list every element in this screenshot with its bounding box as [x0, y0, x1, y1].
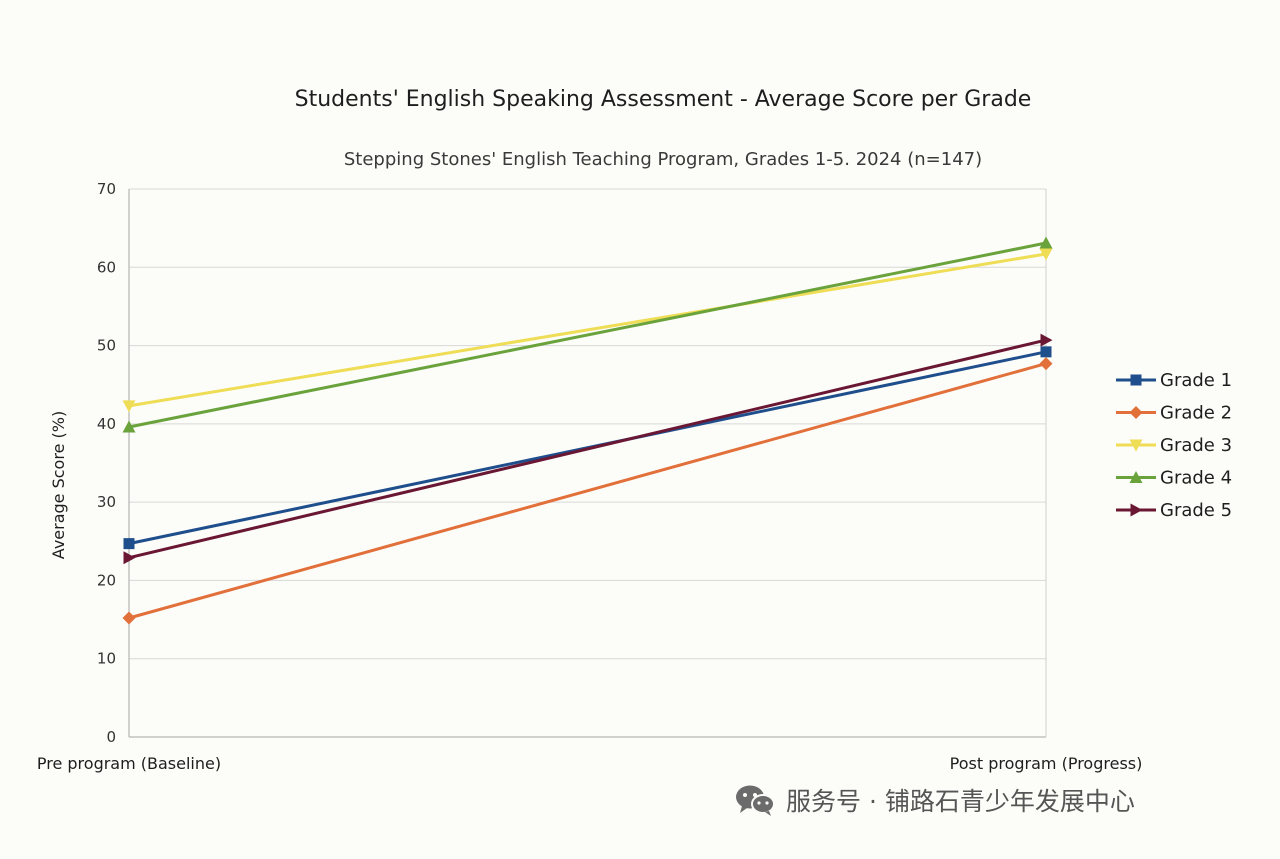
data-point	[123, 551, 136, 565]
legend-label: Grade 4	[1160, 468, 1232, 489]
data-point	[1040, 346, 1052, 358]
data-point	[1039, 236, 1053, 249]
data-point	[1039, 357, 1053, 371]
series-2	[122, 357, 1053, 625]
series-line	[128, 252, 1047, 408]
y-tick-label: 60	[97, 258, 116, 276]
data-point	[123, 538, 135, 550]
series-5	[123, 333, 1053, 565]
legend-item: Grade 4	[1116, 468, 1232, 489]
legend-marker	[1129, 471, 1143, 483]
data-point	[122, 420, 136, 433]
y-tick-label: 30	[97, 493, 116, 511]
legend-label: Grade 5	[1160, 500, 1232, 521]
data-point	[122, 611, 136, 625]
wechat-icon	[736, 785, 775, 816]
legend-label: Grade 2	[1160, 403, 1232, 424]
y-tick-label: 0	[106, 728, 116, 746]
legend-item: Grade 2	[1116, 403, 1232, 424]
y-tick-label: 50	[97, 337, 116, 355]
watermark-text: 服务号 · 铺路石青少年发展中心	[786, 787, 1135, 816]
y-tick-label: 10	[97, 650, 116, 668]
data-point	[122, 400, 136, 413]
series-4	[122, 236, 1053, 433]
y-tick-label: 40	[97, 415, 116, 433]
chart-subtitle: Stepping Stones' English Teaching Progra…	[344, 149, 982, 170]
legend-item: Grade 1	[1116, 370, 1232, 391]
x-category-label: Pre program (Baseline)	[37, 754, 221, 773]
legend-item: Grade 5	[1116, 500, 1232, 521]
legend-label: Grade 3	[1160, 435, 1232, 456]
y-tick-label: 70	[97, 180, 116, 198]
series-line	[128, 338, 1047, 560]
legend-label: Grade 1	[1160, 370, 1232, 391]
legend-marker	[1129, 439, 1143, 452]
legend-marker	[1130, 374, 1142, 386]
watermark: 服务号 · 铺路石青少年发展中心	[734, 782, 1135, 818]
legend-marker	[1129, 406, 1143, 419]
series-line	[128, 241, 1047, 429]
data-point	[1039, 248, 1053, 261]
data-point	[1040, 333, 1053, 347]
x-category-label: Post program (Progress)	[950, 754, 1143, 773]
legend-marker	[1130, 503, 1143, 517]
legend: Grade 1 Grade 2 Grade 3 Grade 4 Grade 5	[1116, 370, 1232, 521]
axes: 0 10 20 30 40 50 60 70 Pre program (Baseline) Pos…	[37, 180, 1142, 773]
legend-item: Grade 3	[1116, 435, 1232, 456]
y-tick-label: 20	[97, 571, 116, 589]
series-lines	[122, 236, 1053, 625]
chart-title: Students' English Speaking Assessment - …	[295, 87, 1032, 112]
series-3	[122, 248, 1053, 413]
y-axis-label: Average Score (%)	[49, 411, 68, 559]
gridlines	[129, 188, 1046, 660]
series-line	[128, 362, 1047, 620]
